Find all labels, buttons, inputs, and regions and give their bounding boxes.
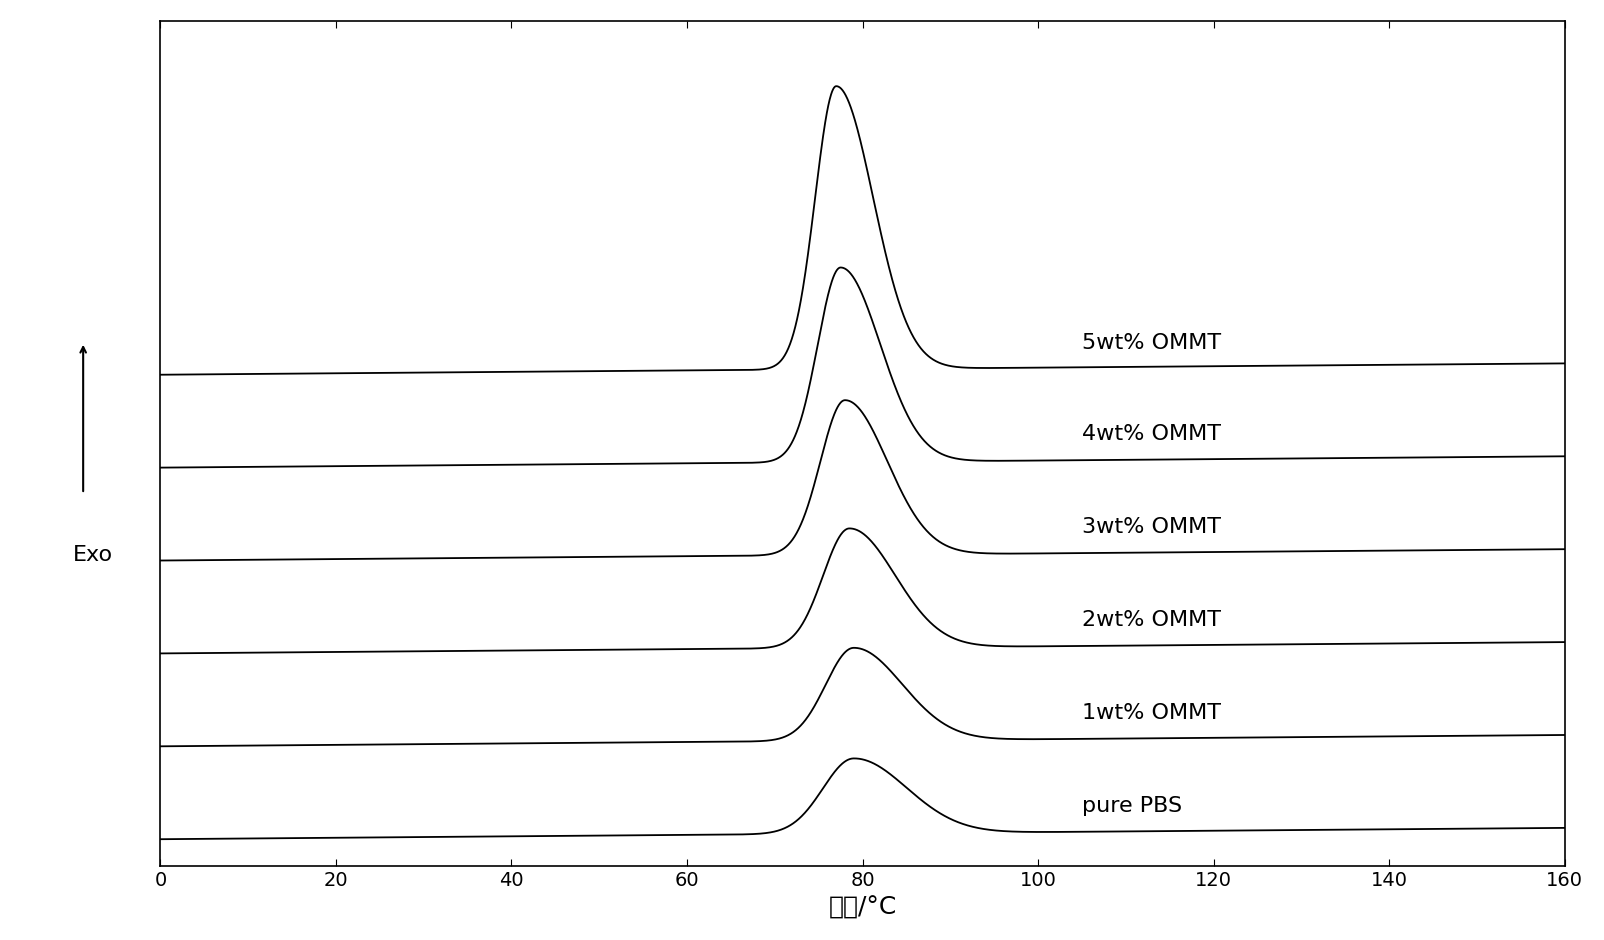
Text: pure PBS: pure PBS xyxy=(1083,796,1182,816)
Text: 5wt% OMMT: 5wt% OMMT xyxy=(1083,333,1221,352)
Text: 1wt% OMMT: 1wt% OMMT xyxy=(1083,703,1221,723)
Text: 2wt% OMMT: 2wt% OMMT xyxy=(1083,610,1221,630)
X-axis label: 温度/°C: 温度/°C xyxy=(828,895,897,919)
Text: 3wt% OMMT: 3wt% OMMT xyxy=(1083,517,1221,538)
Text: 4wt% OMMT: 4wt% OMMT xyxy=(1083,424,1221,445)
Text: Exo: Exo xyxy=(72,544,112,565)
